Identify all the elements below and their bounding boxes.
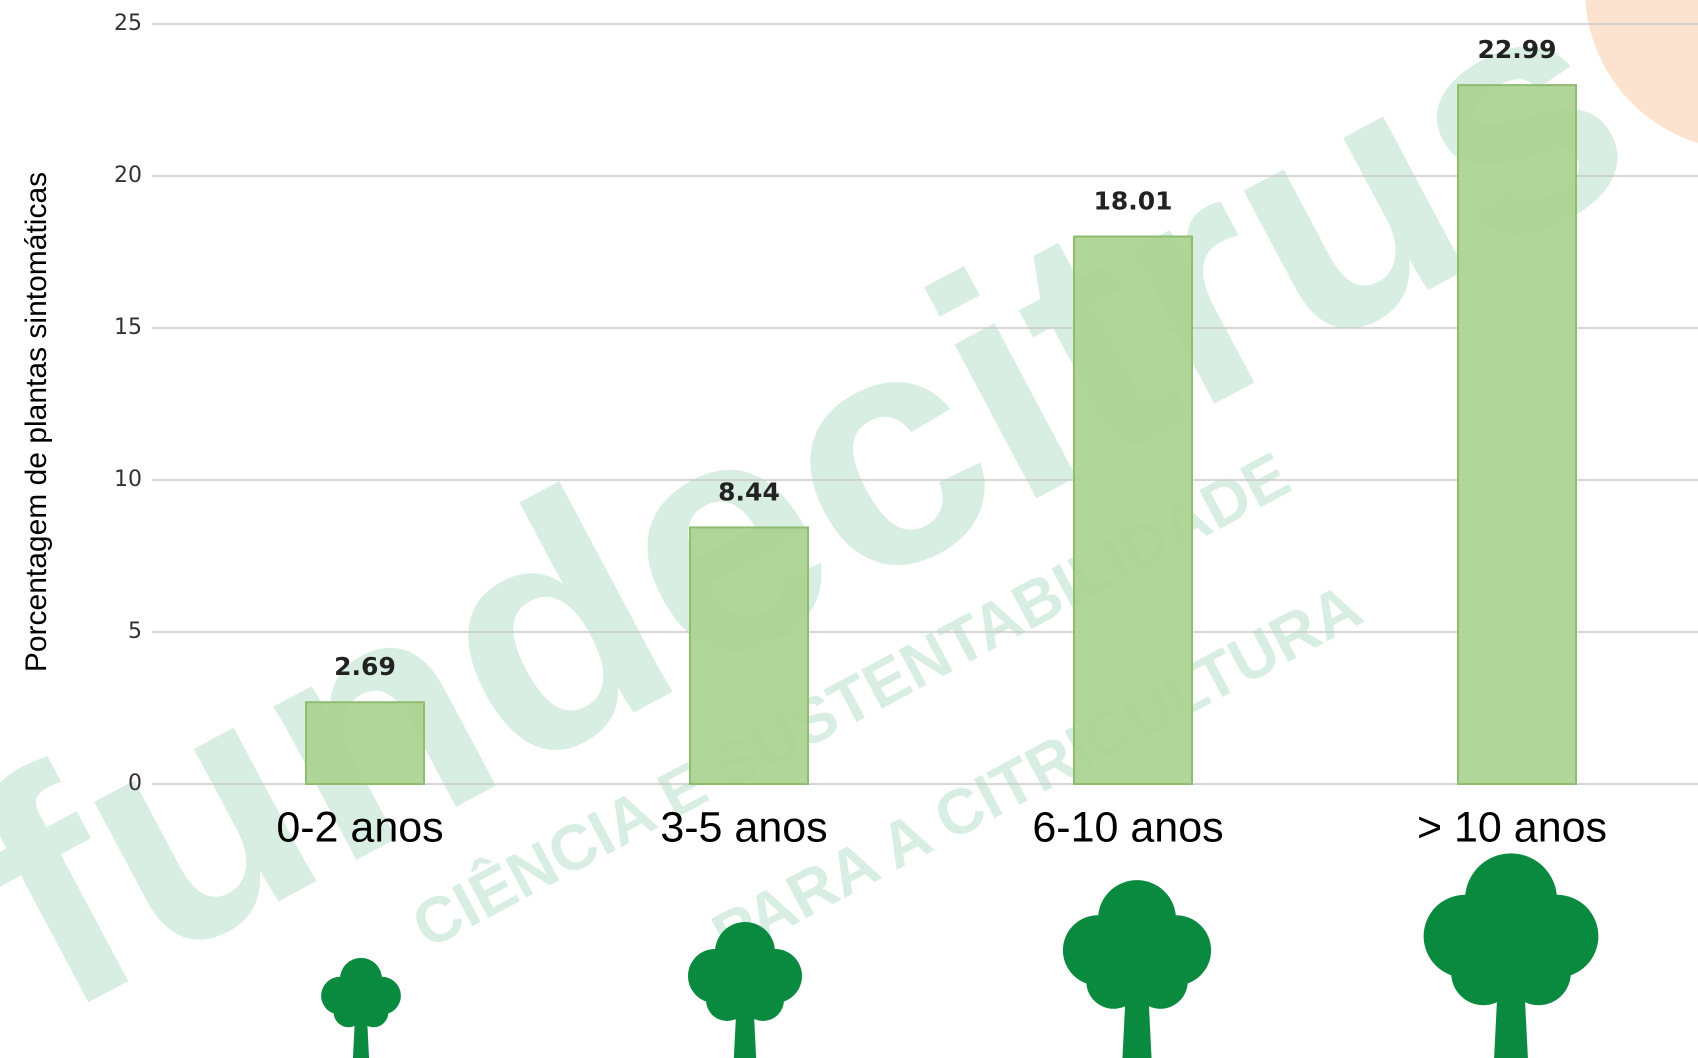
tree-icon: [321, 957, 401, 1058]
y-tick-label: 0: [128, 771, 142, 796]
x-tick-label: > 10 anos: [1417, 803, 1607, 851]
value-label: 18.01: [1093, 186, 1172, 215]
bar: [1073, 235, 1193, 786]
y-tick-label: 25: [114, 11, 142, 36]
x-tick-label: 6-10 anos: [1032, 803, 1223, 851]
bar: [1457, 84, 1577, 785]
x-tick-label: 0-2 anos: [276, 803, 443, 851]
tree-icon: [1062, 880, 1212, 1058]
tree-icon: [1423, 853, 1599, 1058]
y-tick-label: 10: [114, 467, 142, 492]
x-tick-label: 3-5 anos: [660, 803, 827, 851]
value-label: 22.99: [1477, 35, 1556, 64]
value-label: 8.44: [718, 477, 780, 506]
y-tick-label: 5: [128, 619, 142, 644]
y-tick-label: 15: [114, 315, 142, 340]
decor-circle: [1585, 0, 1698, 143]
value-label: 2.69: [334, 652, 396, 681]
bar: [305, 701, 425, 785]
y-axis-label: Porcentagem de plantas sintomáticas: [20, 172, 53, 672]
y-tick-label: 20: [114, 163, 142, 188]
bar: [689, 526, 809, 785]
